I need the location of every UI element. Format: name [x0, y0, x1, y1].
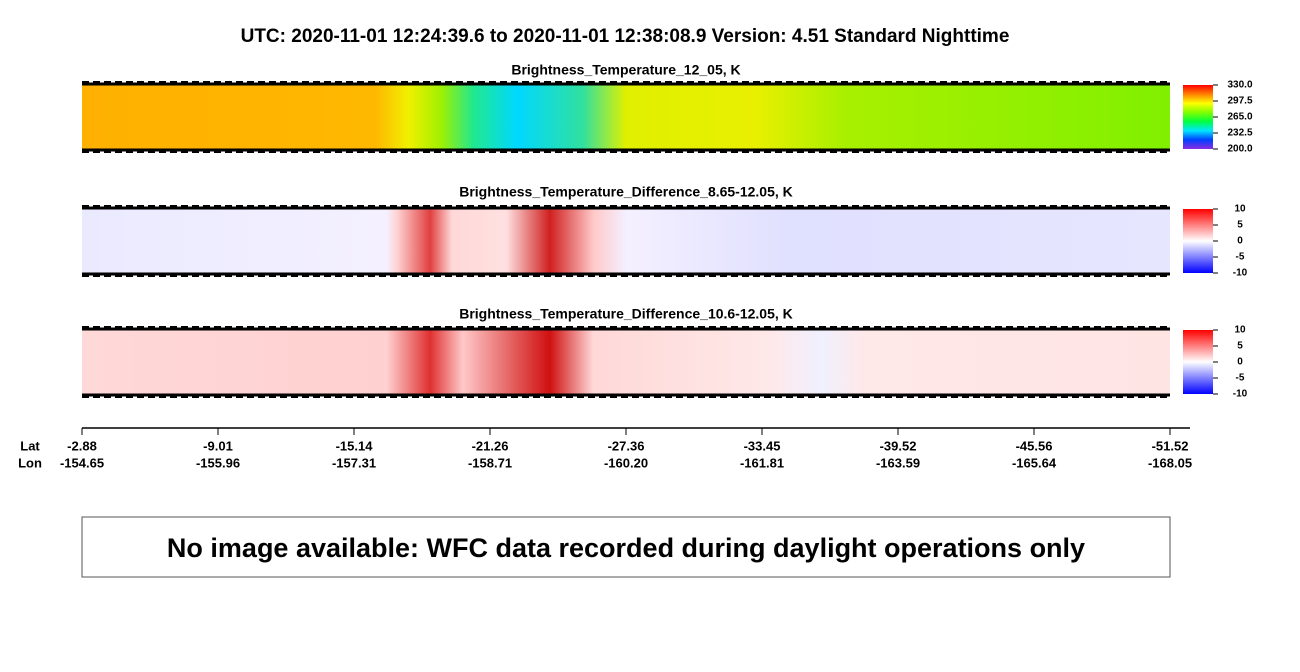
message: No image available: WFC data recorded du…	[167, 533, 1085, 563]
colorbar-tick-label: 200.0	[1227, 144, 1252, 155]
panel-title: Brightness_Temperature_Difference_10.6-1…	[459, 306, 793, 322]
colorbar-tick-label: 232.5	[1227, 128, 1252, 139]
lat-tick-label: -51.52	[1152, 438, 1189, 453]
lon-label: Lon	[18, 455, 42, 470]
panel-title: Brightness_Temperature_Difference_8.65-1…	[459, 184, 793, 200]
colorbar-tick-label: -5	[1236, 373, 1245, 384]
lon-tick-label: -155.96	[196, 455, 240, 470]
lat-tick-label: -21.26	[472, 438, 509, 453]
colorbar-tick-label: -10	[1233, 389, 1248, 400]
panel-title: Brightness_Temperature_12_05, K	[511, 62, 740, 78]
colorbar-tick-label: 10	[1234, 204, 1246, 215]
colorbar-tick-label: 5	[1237, 220, 1243, 231]
strip-image	[82, 84, 1170, 150]
lon-tick-label: -165.64	[1012, 455, 1057, 470]
lon-tick-label: -158.71	[468, 455, 512, 470]
colorbar	[1183, 209, 1213, 273]
colorbar-tick-label: -10	[1233, 268, 1248, 279]
colorbar-tick-label: 5	[1237, 341, 1243, 352]
colorbar-tick-label: 0	[1237, 357, 1243, 368]
message-box	[81, 516, 1171, 578]
colorbar-tick-label: 0	[1237, 236, 1243, 247]
lon-tick-label: -160.20	[604, 455, 648, 470]
strip-image	[82, 208, 1170, 274]
lat-tick-label: -15.14	[336, 438, 374, 453]
colorbar-tick-label: 330.0	[1227, 80, 1252, 91]
lon-tick-label: -161.81	[740, 455, 784, 470]
strip-image	[82, 329, 1170, 395]
colorbar-tick-label: 10	[1234, 325, 1246, 336]
lat-tick-label: -2.88	[67, 438, 97, 453]
lat-tick-label: -45.56	[1016, 438, 1053, 453]
colorbar	[1183, 85, 1213, 149]
lon-tick-label: -168.05	[1148, 455, 1192, 470]
lon-tick-label: -157.31	[332, 455, 376, 470]
lat-tick-label: -9.01	[203, 438, 233, 453]
lat-label: Lat	[20, 438, 40, 453]
lat-tick-label: -33.45	[744, 438, 781, 453]
colorbar-tick-label: 297.5	[1227, 96, 1252, 107]
lat-tick-label: -27.36	[608, 438, 645, 453]
colorbar-tick-label: 265.0	[1227, 112, 1252, 123]
lon-tick-label: -154.65	[60, 455, 104, 470]
colorbar-tick-label: -5	[1236, 252, 1245, 263]
lat-tick-label: -39.52	[880, 438, 917, 453]
colorbar	[1183, 330, 1213, 394]
lon-tick-label: -163.59	[876, 455, 920, 470]
page-title: UTC: 2020-11-01 12:24:39.6 to 2020-11-01…	[241, 26, 1010, 47]
